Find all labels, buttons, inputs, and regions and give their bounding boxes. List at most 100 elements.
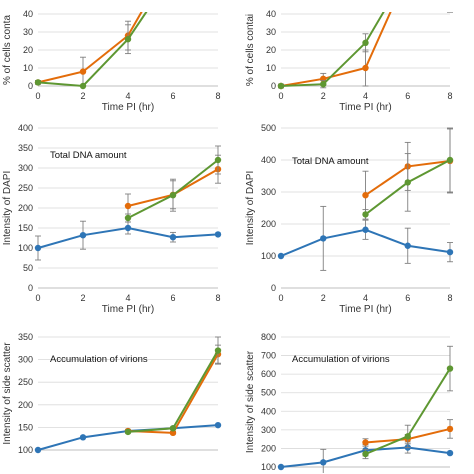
data-point	[34, 244, 42, 252]
data-point	[277, 463, 285, 471]
y-tick-label: 50	[23, 263, 33, 273]
data-point	[320, 81, 327, 88]
y-tick-label: 30	[23, 27, 33, 37]
chart-panel-2: 0 10 20 30 40 0 2 4 6 8 Time PI (hr) % of cells con…	[245, 4, 453, 113]
data-point	[404, 433, 411, 440]
x-tick-label: 8	[447, 293, 452, 303]
plot-area	[34, 12, 148, 90]
series-3	[362, 345, 454, 460]
y-axis-label: % of cells conta	[2, 15, 13, 85]
x-tick-label: 2	[80, 91, 85, 101]
chart-panel-1: 0 10 20 30 40 0 2 4 6 8 Time PI (hr) % of cells con…	[2, 9, 221, 113]
x-axis-label: Time PI (hr)	[339, 304, 391, 315]
x-tick-label: 6	[405, 91, 410, 101]
x-tick-label: 4	[363, 91, 368, 101]
data-point	[214, 347, 222, 354]
x-axis-label: Time PI (hr)	[102, 102, 154, 113]
y-axis-label: Intensity of side scatter	[2, 342, 13, 445]
y-tick-label: 200	[261, 443, 276, 453]
y-tick-label: 400	[261, 155, 276, 165]
x-axis-label: Time PI (hr)	[102, 304, 154, 315]
series-1	[277, 12, 392, 90]
data-point	[34, 79, 42, 86]
plot-area	[34, 145, 222, 261]
y-tick-label: 500	[261, 123, 276, 133]
y-tick-label: 0	[28, 283, 33, 293]
data-point	[79, 68, 87, 75]
x-tick-label: 0	[278, 293, 283, 303]
x-tick-label: 8	[447, 91, 452, 101]
y-tick-label: 300	[261, 187, 276, 197]
x-tick-label: 4	[363, 293, 368, 303]
y-tick-label: 0	[271, 81, 276, 91]
data-point	[362, 211, 369, 218]
data-point	[169, 234, 177, 241]
data-point	[124, 202, 132, 210]
y-tick-label: 150	[18, 223, 33, 233]
y-tick-label: 40	[23, 9, 33, 19]
chart-annotation: Total DNA amount	[292, 156, 369, 167]
y-tick-label: 200	[261, 219, 276, 229]
y-tick-label: 20	[266, 45, 276, 55]
data-point	[447, 4, 453, 10]
x-tick-label: 6	[170, 91, 175, 101]
y-tick-label: 500	[261, 388, 276, 398]
series-1	[34, 220, 222, 261]
data-point	[169, 192, 177, 199]
data-point	[320, 235, 327, 242]
y-tick-label: 300	[261, 425, 276, 435]
plot-area	[277, 345, 454, 473]
chart-panel-5: 100 150 200 250 300 350 Intensity of side scat…	[2, 332, 222, 455]
data-point	[34, 446, 42, 454]
data-point	[404, 179, 411, 186]
data-point	[214, 231, 222, 238]
x-tick-label: 2	[321, 91, 326, 101]
y-tick-label: 0	[28, 81, 33, 91]
data-point	[446, 156, 454, 164]
x-tick-label: 6	[405, 293, 410, 303]
data-point	[214, 156, 222, 164]
data-point	[362, 439, 369, 446]
data-point	[214, 421, 222, 429]
y-tick-label: 100	[18, 445, 33, 455]
series-1	[34, 421, 222, 454]
series-line	[37, 12, 143, 84]
x-tick-label: 0	[35, 91, 40, 101]
data-point	[124, 214, 132, 222]
x-tick-label: 4	[125, 91, 130, 101]
x-tick-label: 8	[215, 293, 220, 303]
data-point	[277, 82, 285, 90]
y-tick-label: 100	[261, 462, 276, 472]
data-point	[79, 232, 87, 239]
y-tick-label: 300	[18, 355, 33, 365]
plot-area	[34, 336, 222, 454]
series-line	[127, 353, 219, 434]
x-axis-label: Time PI (hr)	[339, 102, 391, 113]
data-point	[320, 459, 327, 466]
series-1	[277, 205, 454, 271]
chart-panel-4: 0 100 200 300 400 500 0 2 4 6 8 Time PI (hr) Intensi…	[245, 123, 454, 315]
data-point	[124, 428, 132, 436]
data-point	[446, 449, 454, 457]
data-point	[404, 242, 411, 249]
y-tick-label: 350	[18, 332, 33, 342]
y-tick-label: 20	[23, 45, 33, 55]
y-tick-label: 40	[266, 9, 276, 19]
data-point	[362, 226, 369, 233]
y-tick-label: 100	[261, 251, 276, 261]
data-point	[79, 434, 87, 441]
series-line	[280, 12, 392, 87]
plot-area	[277, 4, 453, 90]
series-3	[362, 127, 454, 220]
x-tick-label: 4	[125, 293, 130, 303]
x-tick-label: 8	[215, 91, 220, 101]
y-tick-label: 350	[18, 143, 33, 153]
y-tick-label: 200	[18, 400, 33, 410]
data-point	[362, 450, 369, 458]
y-axis-label: % of cells contai	[245, 14, 256, 86]
series-3	[124, 336, 222, 436]
y-tick-label: 250	[18, 183, 33, 193]
y-tick-label: 10	[266, 63, 276, 73]
y-tick-label: 700	[261, 351, 276, 361]
